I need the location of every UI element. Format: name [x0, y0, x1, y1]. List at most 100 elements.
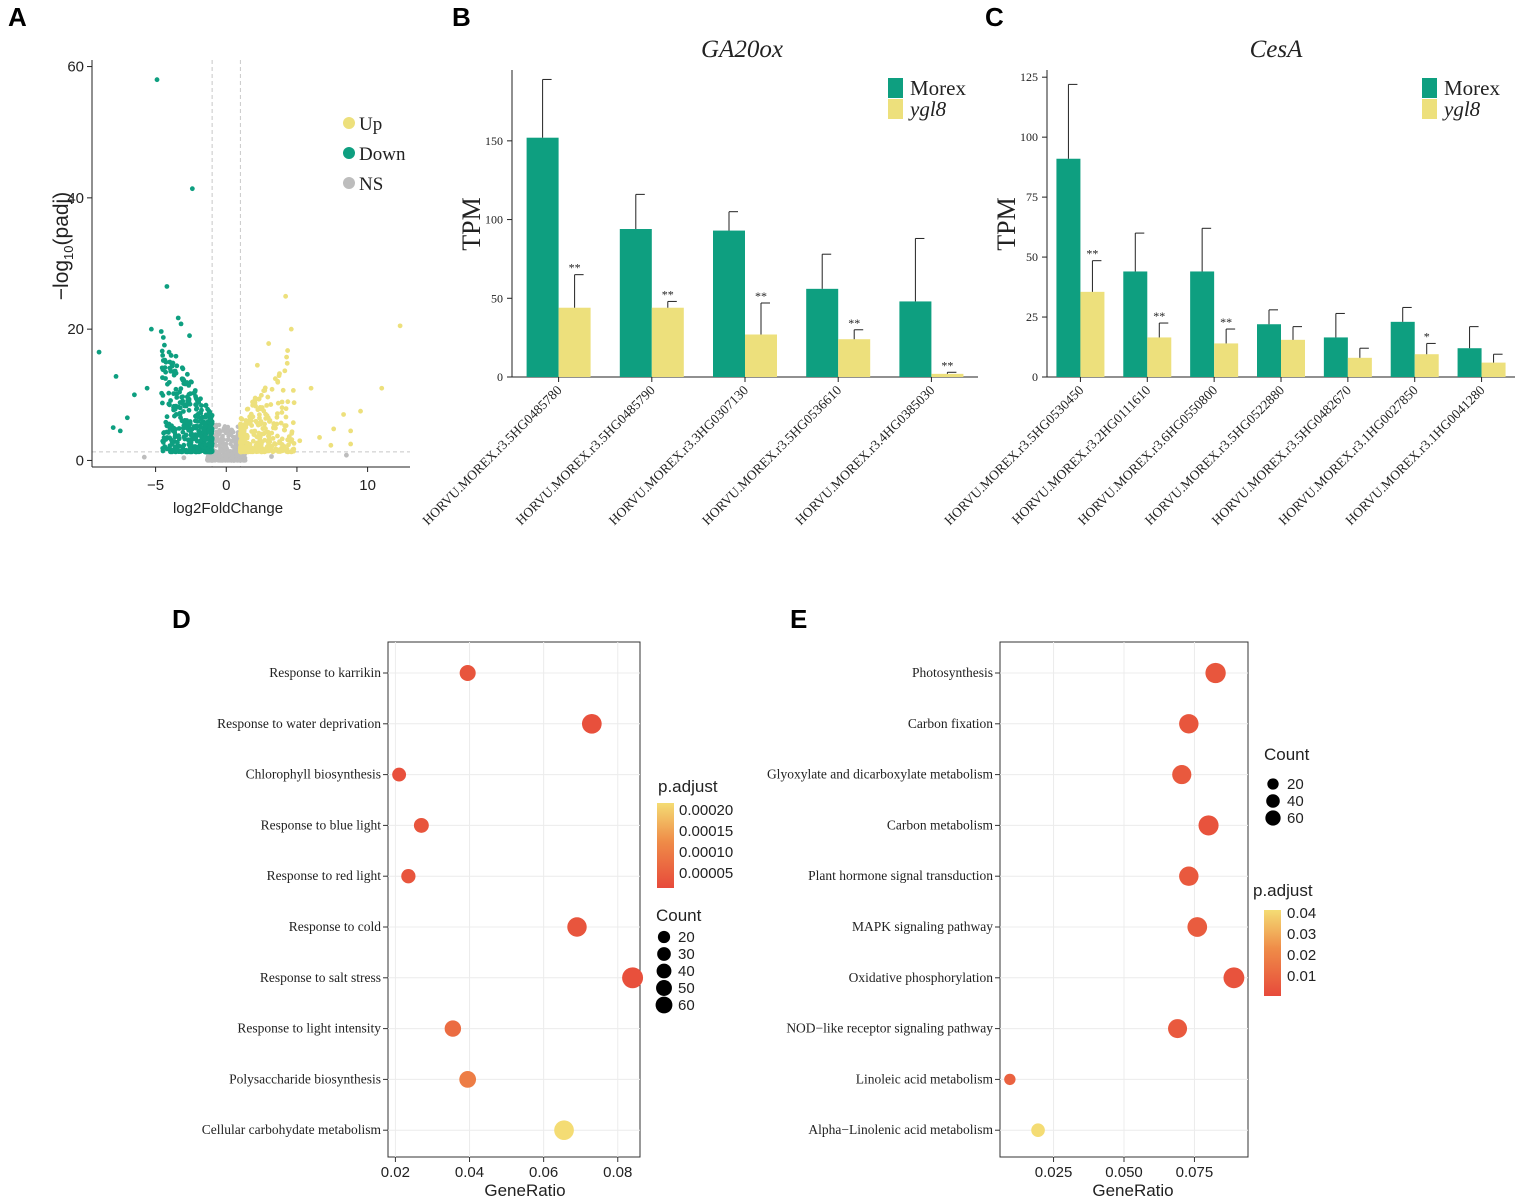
up-point [256, 396, 262, 402]
bar-ygl8 [1414, 354, 1439, 377]
up-point [244, 421, 249, 427]
x-tick-label: 0.050 [1105, 1164, 1143, 1181]
volcano-ticks: −5 0 5 10 0 20 40 60 [67, 59, 376, 494]
up-point [281, 427, 287, 433]
down-point [178, 321, 184, 327]
down-point [159, 365, 165, 371]
size-legend-tick: 60 [678, 997, 695, 1014]
up-point [276, 373, 282, 379]
ns-point [231, 438, 237, 443]
down-point [173, 411, 179, 417]
down-point [194, 432, 200, 438]
ns-point [218, 458, 223, 463]
down-point [148, 326, 154, 332]
down-point [207, 448, 213, 454]
legend-label: ygl8 [908, 97, 947, 121]
down-point [179, 365, 185, 371]
ns-point [141, 454, 147, 460]
down-point [163, 419, 169, 425]
x-tick-label: HORVU.MOREX.r3.6HG0550800 [1075, 382, 1221, 528]
significance-mark: ** [1220, 315, 1232, 329]
up-point [348, 428, 354, 434]
down-point [180, 376, 186, 382]
up-point [348, 441, 354, 447]
bar-morex [713, 230, 745, 377]
term-label: NOD−like receptor signaling pathway [786, 1021, 993, 1036]
term-label: Linoleic acid metabolism [856, 1071, 994, 1086]
bar-ygl8 [558, 307, 591, 377]
down-point [193, 406, 199, 412]
up-point [291, 400, 297, 406]
term-dot [1168, 1019, 1188, 1039]
up-point [263, 426, 268, 432]
size-legend-tick: 20 [678, 929, 695, 946]
ns-point [225, 428, 230, 433]
legend-swatch [888, 78, 903, 98]
up-point [272, 376, 278, 382]
ns-point [229, 427, 234, 432]
up-point [245, 406, 251, 412]
down-point [163, 376, 168, 381]
y-tick-label: 40 [67, 190, 84, 207]
up-point [275, 400, 281, 406]
term-label: Oxidative phosphorylation [849, 970, 994, 985]
down-point [160, 448, 166, 454]
down-point [144, 385, 150, 391]
ns-point [231, 458, 237, 463]
up-point [257, 412, 262, 418]
bar-ygl8 [651, 307, 684, 377]
down-point [181, 419, 187, 425]
y-axis-label: TPM [457, 197, 486, 250]
bar-morex [1390, 321, 1415, 377]
y-tick-label: 125 [1020, 70, 1038, 84]
up-point [317, 435, 322, 440]
down-point [165, 381, 170, 387]
up-point [244, 434, 250, 439]
down-point [195, 449, 201, 455]
up-point [271, 424, 277, 430]
term-label: Polysaccharide biosynthesis [229, 1071, 381, 1086]
up-point [253, 403, 258, 409]
ns-point [219, 435, 224, 441]
down-point [113, 374, 119, 379]
dot-plot-content: Photosynthesis Carbon fixation Glyoxylate … [767, 642, 1248, 1181]
size-legend-dot [656, 963, 672, 979]
down-point [164, 414, 170, 420]
x-tick-label: 0.025 [1035, 1164, 1073, 1181]
color-legend-tick: 0.00020 [679, 802, 733, 819]
up-point [285, 348, 291, 353]
down-point [168, 398, 173, 403]
down-point [132, 392, 137, 398]
down-point [154, 77, 160, 83]
down-point [158, 329, 164, 334]
volcano-legend: Up Down NS [343, 114, 406, 195]
size-legend-dot [1267, 778, 1279, 790]
panel-label-c: C [985, 2, 1004, 32]
up-point [277, 449, 283, 454]
down-point [176, 426, 182, 431]
down-point [181, 409, 186, 414]
down-point [183, 449, 189, 455]
ns-point [238, 458, 244, 463]
size-legend-tick: 40 [1287, 793, 1304, 810]
down-point [167, 443, 173, 449]
legend-label: Down [359, 144, 406, 165]
term-label: Response to karrikin [269, 665, 381, 680]
up-point [263, 416, 269, 421]
up-point [258, 406, 264, 412]
down-point [174, 363, 180, 369]
down-point [209, 435, 215, 441]
legend-label: Up [359, 114, 382, 135]
color-legend-bar [657, 803, 674, 888]
color-legend-tick: 0.04 [1287, 905, 1316, 922]
significance-mark: ** [662, 287, 674, 301]
y-tick-label: 60 [67, 59, 84, 76]
up-point [266, 434, 272, 439]
bar-ygl8 [931, 373, 964, 377]
down-point [207, 425, 212, 430]
volcano-points [92, 60, 410, 467]
term-dot [413, 817, 429, 833]
down-point [168, 353, 174, 358]
legend-label: Morex [910, 76, 966, 100]
ns-point [218, 453, 223, 459]
